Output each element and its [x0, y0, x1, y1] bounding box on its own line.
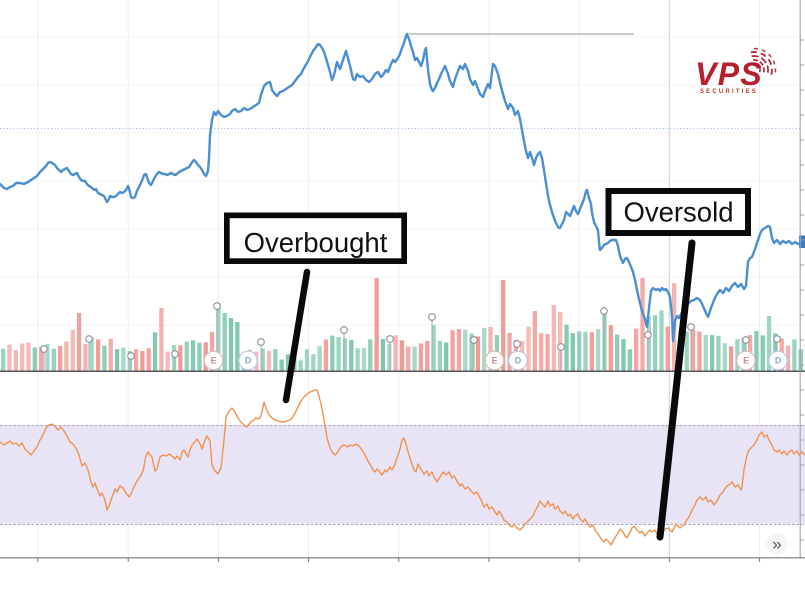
svg-text:D: D [515, 356, 521, 366]
svg-text:D: D [245, 356, 251, 366]
svg-text:Oversold: Oversold [623, 197, 733, 228]
svg-text:»: » [772, 535, 781, 554]
svg-text:E: E [211, 356, 217, 366]
svg-text:E: E [492, 356, 498, 366]
svg-text:SECURITIES: SECURITIES [700, 89, 758, 95]
svg-text:E: E [743, 356, 749, 366]
svg-text:VPS: VPS [695, 56, 763, 92]
svg-text:Overbought: Overbought [244, 227, 388, 258]
svg-text:D: D [775, 356, 781, 366]
